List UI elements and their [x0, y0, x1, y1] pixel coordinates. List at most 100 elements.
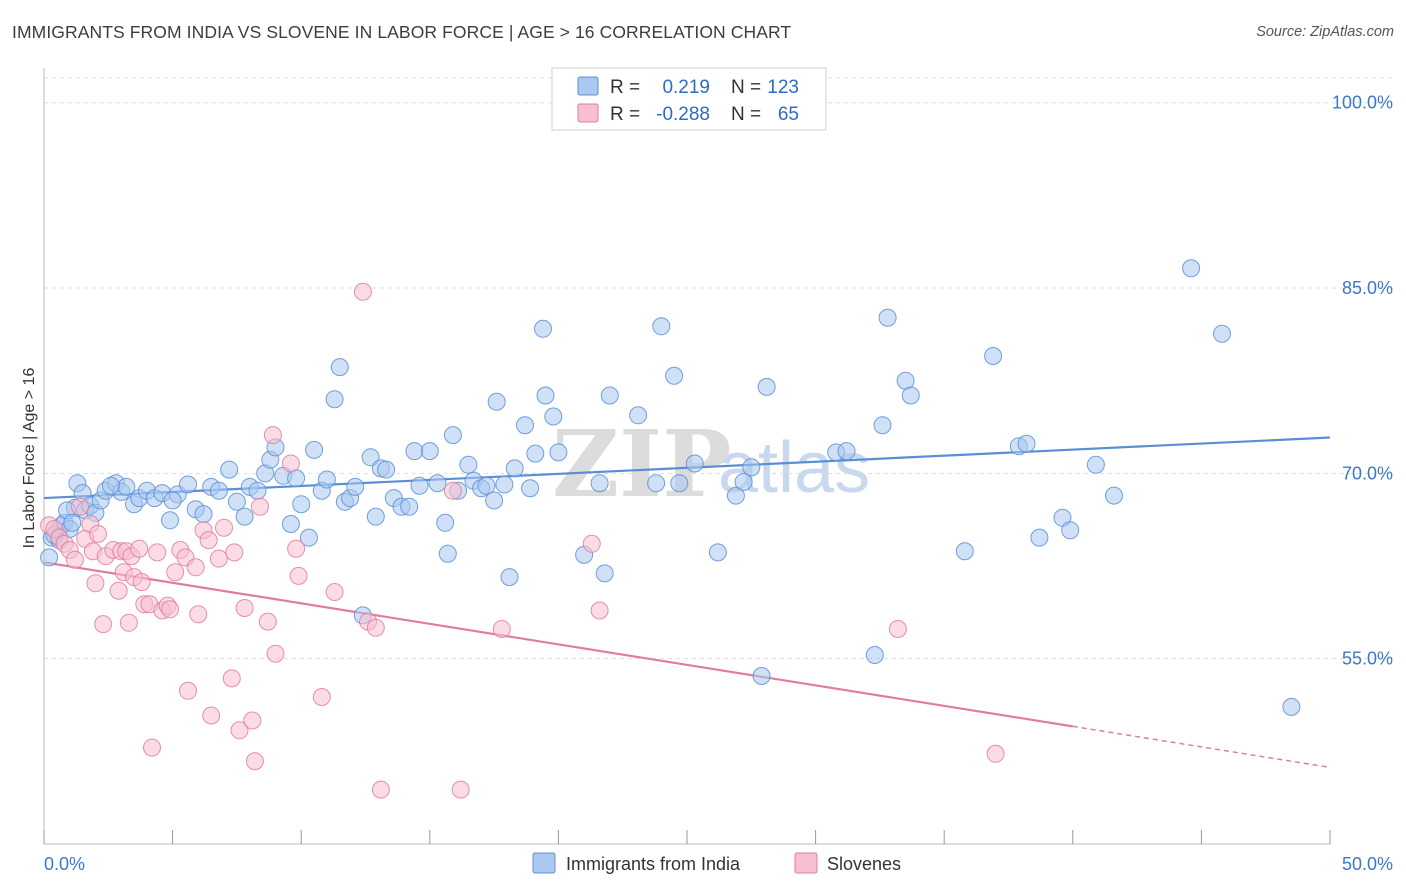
- india-point: [752, 667, 771, 685]
- slovene-point: [65, 550, 84, 569]
- slovene-point: [353, 282, 372, 301]
- slovene-point: [451, 780, 470, 799]
- slovene-point: [251, 497, 269, 516]
- india-point: [734, 473, 753, 491]
- india-point: [325, 390, 344, 409]
- india-point: [248, 481, 267, 500]
- india-point: [292, 495, 311, 514]
- slovene-point: [371, 780, 390, 799]
- slovene-point: [86, 574, 105, 593]
- slovene-point: [289, 566, 308, 585]
- slovene-point: [443, 481, 462, 500]
- y-tick-label: 55.0%: [1342, 649, 1393, 669]
- india-point: [227, 492, 246, 511]
- slovene-point: [235, 599, 254, 617]
- india-point: [652, 317, 671, 336]
- slovene-trend-line: [43, 561, 1073, 728]
- india-point: [377, 460, 396, 479]
- india-point: [428, 474, 447, 493]
- india-point: [420, 442, 439, 461]
- india-point: [459, 455, 478, 474]
- india-point: [516, 416, 534, 435]
- slovene-point: [245, 752, 264, 771]
- india-point: [726, 486, 745, 505]
- india-point: [984, 347, 1003, 365]
- bottom-legend-swatch-slovenes: [794, 852, 818, 874]
- india-point: [901, 386, 920, 405]
- bottom-legend: Immigrants from India Slovenes: [532, 852, 901, 874]
- slovene-point: [186, 558, 205, 577]
- india-point: [101, 476, 120, 495]
- india-point: [1105, 486, 1123, 505]
- india-point: [865, 646, 884, 664]
- india-point: [549, 443, 568, 462]
- india-point: [878, 308, 897, 327]
- slovene-point: [161, 600, 179, 619]
- slovene-point: [166, 563, 185, 582]
- india-point: [590, 474, 609, 493]
- slovene-point: [230, 721, 249, 740]
- india-point: [873, 416, 892, 435]
- india-point: [485, 491, 504, 510]
- india-point: [1282, 697, 1301, 716]
- india-point: [670, 474, 689, 493]
- india-point: [500, 568, 519, 587]
- bottom-legend-swatch-india: [532, 852, 556, 874]
- slovene-point: [325, 583, 344, 601]
- india-point: [405, 442, 424, 461]
- legend-r-value-slovenes: -0.288: [656, 104, 710, 125]
- india-point: [438, 544, 457, 563]
- slovene-point: [266, 644, 285, 663]
- india-point: [837, 442, 856, 461]
- india-point: [505, 459, 524, 478]
- axes: [43, 68, 1331, 845]
- bottom-legend-label-india: Immigrants from India: [566, 854, 741, 874]
- legend-n-value-india: 123: [767, 77, 799, 98]
- legend-r-value-india: 0.219: [662, 77, 710, 98]
- data-points: [40, 259, 1301, 799]
- legend-box: R = 0.219 N = 123 R = -0.288 N = 65: [551, 67, 827, 131]
- india-point: [281, 515, 300, 533]
- india-point: [544, 407, 563, 426]
- india-point: [534, 319, 552, 338]
- india-point: [521, 479, 540, 498]
- india-point: [220, 460, 239, 479]
- india-point: [317, 470, 336, 489]
- india-point: [299, 528, 318, 547]
- india-point: [708, 543, 727, 562]
- slovene-point: [119, 613, 138, 632]
- india-point: [410, 476, 429, 495]
- india-point: [665, 366, 684, 385]
- india-point: [161, 511, 179, 530]
- india-point: [346, 477, 365, 496]
- slovene-point: [258, 612, 277, 631]
- india-point: [209, 481, 228, 500]
- source-label: Source: ZipAtlas.com: [1256, 24, 1394, 40]
- india-point: [361, 448, 380, 467]
- slovene-point: [582, 534, 601, 553]
- india-point: [1086, 455, 1105, 474]
- y-tick-label: 70.0%: [1342, 463, 1393, 483]
- india-point: [647, 474, 666, 493]
- india-point: [163, 491, 182, 510]
- slovene-point: [109, 581, 128, 600]
- slovene-point: [312, 688, 331, 706]
- legend-swatch-slovenes: [577, 103, 599, 123]
- india-point: [1030, 528, 1049, 547]
- india-point: [1061, 521, 1080, 540]
- legend-r-label-india: R =: [610, 77, 640, 98]
- slovene-point: [132, 573, 151, 592]
- india-point: [685, 454, 704, 473]
- y-axis-title: In Labor Force | Age > 16: [21, 368, 38, 549]
- india-point: [629, 406, 648, 425]
- slovene-point: [243, 711, 262, 730]
- slovene-point: [179, 681, 197, 700]
- india-point: [194, 505, 213, 524]
- india-point: [400, 497, 419, 516]
- legend-r-label-slovenes: R =: [610, 104, 640, 125]
- slovene-point: [89, 524, 107, 543]
- y-tick-labels: 55.0% 70.0% 85.0% 100.0%: [1332, 93, 1393, 669]
- slovene-point: [222, 669, 241, 688]
- watermark-zip: ZIP: [552, 410, 731, 518]
